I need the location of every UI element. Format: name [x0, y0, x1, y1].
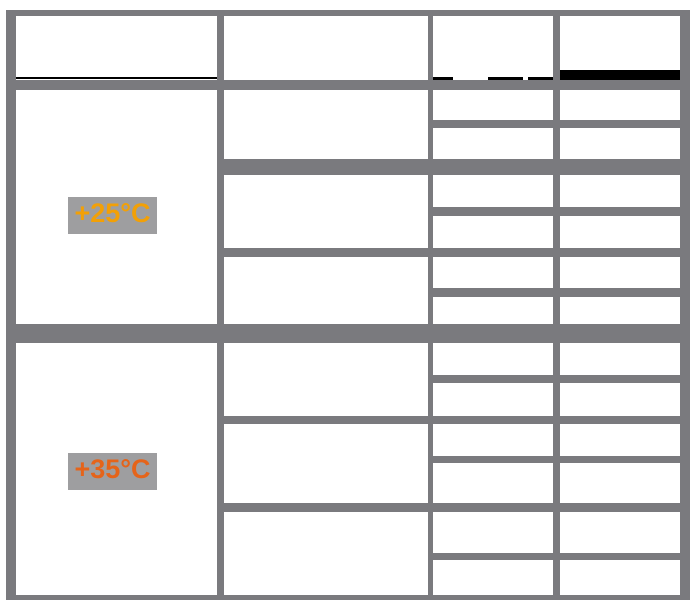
table-cell	[433, 257, 553, 288]
table-cell	[433, 424, 553, 456]
table-cell	[433, 560, 553, 595]
table-cell	[433, 383, 553, 416]
table-cell	[224, 175, 428, 248]
table-cell	[560, 424, 680, 456]
header-cell-3	[433, 16, 553, 80]
temp-group-35-cell: +35°C	[16, 343, 217, 595]
table-cell	[433, 216, 553, 248]
table-cell	[560, 257, 680, 288]
table-cell	[224, 424, 428, 503]
table-cell	[433, 343, 553, 375]
table-cell	[433, 297, 553, 324]
table-cell	[433, 463, 553, 503]
table-cell	[560, 128, 680, 159]
header-black-bar-icon	[560, 70, 680, 80]
table-cell	[433, 512, 553, 553]
table-cell	[224, 512, 428, 595]
temp-group-25-cell: +25°C	[16, 90, 217, 324]
header-cell-1	[16, 16, 217, 80]
table-cell	[560, 343, 680, 375]
table-cell	[433, 128, 553, 159]
table-cell	[224, 343, 428, 416]
header-cell-2	[224, 16, 428, 80]
header-dash-icon	[433, 77, 453, 80]
header-underline-icon	[16, 77, 217, 79]
table-cell	[560, 463, 680, 503]
table-cell	[560, 175, 680, 207]
table-cell	[560, 560, 680, 595]
table-cell	[433, 90, 553, 120]
header-dash-icon	[528, 77, 553, 80]
header-cell-4	[560, 16, 680, 80]
table-cell	[560, 383, 680, 416]
table-cell	[433, 175, 553, 207]
temperature-label-35: +35°C	[68, 452, 157, 490]
table-cell	[560, 512, 680, 553]
temperature-label-25: +25°C	[68, 196, 157, 234]
table-cell	[560, 90, 680, 120]
table-cell	[560, 297, 680, 324]
table-cell	[224, 257, 428, 324]
header-dash-icon	[488, 77, 523, 80]
table-cell	[224, 90, 428, 159]
table-cell	[560, 216, 680, 248]
